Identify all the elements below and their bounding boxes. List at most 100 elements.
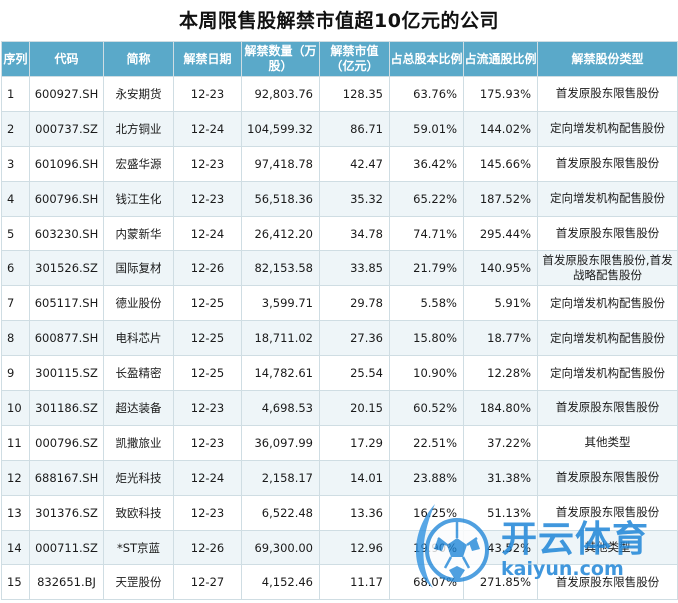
table-row: 5 603230.SH 内蒙新华 12-24 26,412.20 34.78 74.71% 2… — [1, 215, 678, 252]
cell-share-type: 定向增发机构配售股份 — [537, 320, 678, 357]
cell-quantity: 36,097.99 — [241, 424, 320, 461]
cell-name: 宏盛华源 — [103, 145, 174, 182]
table-row: 7 605117.SH 德业股份 12-25 3,599.71 29.78 5.58% 5.9… — [1, 285, 678, 322]
cell-float-share-pct: 37.22% — [463, 424, 538, 461]
cell-quantity: 92,803.76 — [241, 76, 320, 112]
table-row: 15 832651.BJ 天罡股份 12-27 4,152.46 11.17 68.07% 2… — [1, 564, 678, 601]
cell-share-type: 首发原股东限售股份 — [537, 145, 678, 182]
cell-code: 000711.SZ — [29, 529, 104, 566]
cell-name: 永安期货 — [103, 76, 174, 112]
cell-index: 1 — [1, 76, 30, 112]
cell-quantity: 18,711.02 — [241, 320, 320, 357]
cell-code: 000737.SZ — [29, 110, 104, 147]
cell-float-share-pct: 12.28% — [463, 355, 538, 392]
cell-total-share-pct: 59.01% — [389, 110, 464, 147]
cell-float-share-pct: 51.13% — [463, 494, 538, 531]
cell-quantity: 4,698.53 — [241, 390, 320, 426]
cell-share-type: 首发原股东限售股份,首发战略配售股份 — [537, 250, 678, 287]
cell-float-share-pct: 175.93% — [463, 76, 538, 112]
cell-date: 12-27 — [173, 564, 242, 601]
cell-name: 长盈精密 — [103, 355, 174, 392]
cell-date: 12-24 — [173, 215, 242, 252]
cell-market-value: 11.17 — [319, 564, 390, 601]
cell-index: 5 — [1, 215, 30, 252]
cell-float-share-pct: 5.91% — [463, 285, 538, 322]
table-row: 1 600927.SH 永安期货 12-23 92,803.76 128.35 63.76%… — [1, 76, 678, 112]
cell-date: 12-23 — [173, 76, 242, 112]
cell-name: 凯撒旅业 — [103, 424, 174, 461]
cell-name: *ST京蓝 — [103, 529, 174, 566]
cell-code: 301376.SZ — [29, 494, 104, 531]
cell-date: 12-26 — [173, 529, 242, 566]
cell-market-value: 13.36 — [319, 494, 390, 531]
cell-market-value: 14.01 — [319, 459, 390, 496]
table-row: 6 301526.SZ 国际复材 12-26 82,153.58 33.85 21.79% 1… — [1, 250, 678, 287]
col-header-market-value: 解禁市值（亿元） — [319, 41, 390, 77]
cell-total-share-pct: 16.25% — [389, 494, 464, 531]
cell-market-value: 25.54 — [319, 355, 390, 392]
cell-date: 12-26 — [173, 250, 242, 287]
cell-index: 11 — [1, 424, 30, 461]
cell-market-value: 12.96 — [319, 529, 390, 566]
cell-quantity: 3,599.71 — [241, 285, 320, 322]
table-row: 13 301376.SZ 致欧科技 12-23 6,522.48 13.36 16.25% 5… — [1, 494, 678, 531]
cell-quantity: 82,153.58 — [241, 250, 320, 287]
cell-quantity: 2,158.17 — [241, 459, 320, 496]
cell-share-type: 首发原股东限售股份 — [537, 215, 678, 252]
cell-market-value: 34.78 — [319, 215, 390, 252]
cell-market-value: 29.78 — [319, 285, 390, 322]
cell-total-share-pct: 10.90% — [389, 355, 464, 392]
cell-date: 12-25 — [173, 320, 242, 357]
cell-date: 12-23 — [173, 424, 242, 461]
cell-index: 3 — [1, 145, 30, 182]
cell-code: 600796.SH — [29, 180, 104, 217]
cell-share-type: 首发原股东限售股份 — [537, 459, 678, 496]
cell-index: 13 — [1, 494, 30, 531]
cell-index: 8 — [1, 320, 30, 357]
cell-float-share-pct: 187.52% — [463, 180, 538, 217]
cell-market-value: 17.29 — [319, 424, 390, 461]
cell-quantity: 69,300.00 — [241, 529, 320, 566]
cell-float-share-pct: 144.02% — [463, 110, 538, 147]
cell-quantity: 97,418.78 — [241, 145, 320, 182]
cell-code: 832651.BJ — [29, 564, 104, 601]
cell-total-share-pct: 36.42% — [389, 145, 464, 182]
cell-share-type: 定向增发机构配售股份 — [537, 180, 678, 217]
cell-float-share-pct: 43.52% — [463, 529, 538, 566]
table-row: 8 600877.SH 电科芯片 12-25 18,711.02 27.36 15.80% 1… — [1, 320, 678, 357]
cell-share-type: 其他类型 — [537, 529, 678, 566]
cell-share-type: 定向增发机构配售股份 — [537, 110, 678, 147]
cell-date: 12-25 — [173, 355, 242, 392]
cell-code: 600877.SH — [29, 320, 104, 357]
cell-share-type: 定向增发机构配售股份 — [537, 285, 678, 322]
cell-float-share-pct: 18.77% — [463, 320, 538, 357]
cell-code: 000796.SZ — [29, 424, 104, 461]
table-header-row: 序列 代码 简称 解禁日期 解禁数量（万股） 解禁市值（亿元） 占总股本比例 占… — [1, 41, 678, 77]
cell-name: 电科芯片 — [103, 320, 174, 357]
table-body: 1 600927.SH 永安期货 12-23 92,803.76 128.35 63.76%… — [1, 76, 678, 601]
table-row: 2 000737.SZ 北方铜业 12-24 104,599.32 86.71 59.01%… — [1, 110, 678, 147]
cell-name: 德业股份 — [103, 285, 174, 322]
col-header-total-share-pct: 占总股本比例 — [389, 41, 464, 77]
table-row: 4 600796.SH 钱江生化 12-23 56,518.36 35.32 65.22% 1… — [1, 180, 678, 217]
cell-share-type: 定向增发机构配售股份 — [537, 355, 678, 392]
cell-date: 12-23 — [173, 390, 242, 426]
cell-date: 12-25 — [173, 285, 242, 322]
cell-code: 688167.SH — [29, 459, 104, 496]
page-title: 本周限售股解禁市值超10亿元的公司 — [179, 10, 499, 32]
cell-code: 601096.SH — [29, 145, 104, 182]
col-header-name: 简称 — [103, 41, 174, 77]
cell-code: 605117.SH — [29, 285, 104, 322]
cell-date: 12-23 — [173, 145, 242, 182]
table-row: 3 601096.SH 宏盛华源 12-23 97,418.78 42.47 36.42% 1… — [1, 145, 678, 182]
table-row: 10 301186.SZ 超达装备 12-23 4,698.53 20.15 60.52% 1… — [1, 390, 678, 426]
col-header-float-share-pct: 占流通股比例 — [463, 41, 538, 77]
cell-total-share-pct: 68.07% — [389, 564, 464, 601]
cell-index: 9 — [1, 355, 30, 392]
cell-quantity: 6,522.48 — [241, 494, 320, 531]
cell-code: 600927.SH — [29, 76, 104, 112]
cell-total-share-pct: 74.71% — [389, 215, 464, 252]
cell-share-type: 其他类型 — [537, 424, 678, 461]
cell-code: 301186.SZ — [29, 390, 104, 426]
cell-total-share-pct: 22.51% — [389, 424, 464, 461]
